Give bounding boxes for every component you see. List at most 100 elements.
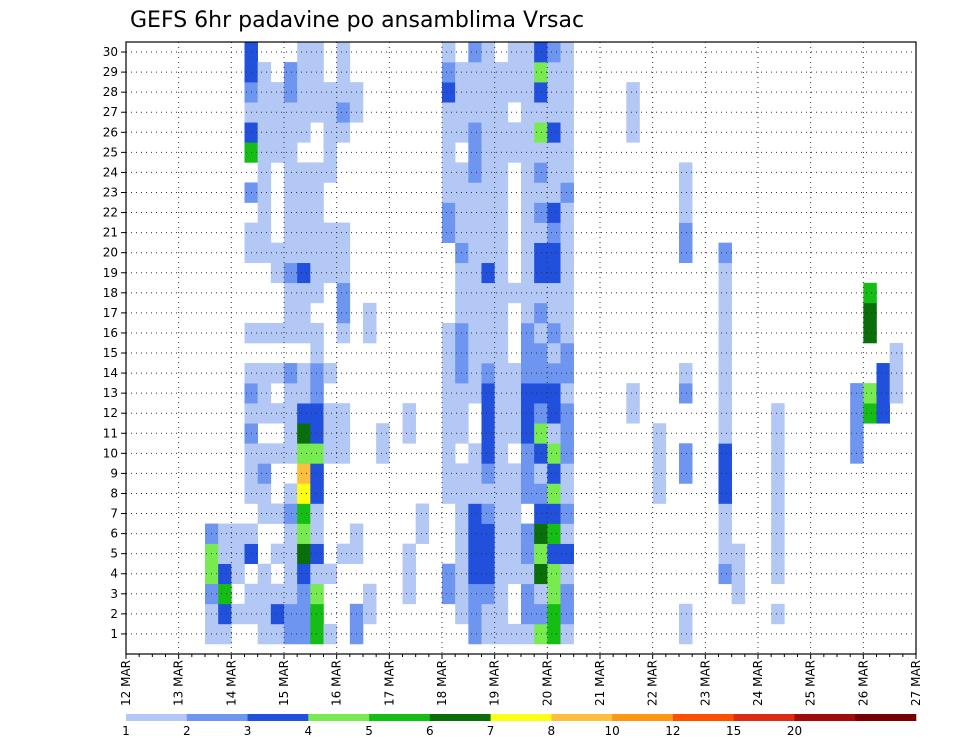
- heatmap-cell: [284, 262, 298, 284]
- heatmap-cell: [718, 423, 732, 444]
- heatmap-cell: [323, 423, 337, 444]
- heatmap-cell: [547, 342, 561, 364]
- legend-swatch: [733, 714, 795, 721]
- x-tick-label: 23 MAR: [698, 660, 712, 706]
- heatmap-cell: [257, 443, 272, 464]
- heatmap-cell: [297, 403, 311, 424]
- heatmap-cell: [297, 242, 311, 264]
- heatmap-cell: [481, 403, 495, 424]
- heatmap-cell: [270, 82, 285, 103]
- heatmap-cell: [560, 42, 574, 63]
- heatmap-cell: [534, 523, 548, 544]
- heatmap-cell: [442, 443, 456, 464]
- heatmap-cell: [547, 182, 561, 203]
- heatmap-cell: [507, 282, 522, 304]
- heatmap-cell: [336, 122, 351, 143]
- heatmap-cell: [507, 503, 522, 524]
- heatmap-cell: [468, 102, 482, 123]
- heatmap-cell: [876, 363, 890, 384]
- heatmap-cell: [547, 102, 561, 123]
- heatmap-cell: [560, 383, 574, 404]
- legend-swatch: [247, 714, 309, 721]
- heatmap-cell: [336, 322, 351, 344]
- y-tick-label: 25: [103, 145, 118, 159]
- heatmap-cell: [336, 62, 351, 83]
- heatmap-cell: [323, 242, 337, 264]
- heatmap-cell: [284, 142, 298, 163]
- heatmap-cell: [521, 202, 535, 223]
- heatmap-cell: [521, 242, 535, 264]
- heatmap-cell: [442, 342, 456, 364]
- heatmap-cell: [442, 202, 456, 223]
- heatmap-cell: [521, 623, 535, 645]
- chart-title: GEFS 6hr padavine po ansamblima Vrsac: [130, 8, 584, 33]
- heatmap-cell: [336, 242, 351, 264]
- heatmap-cell: [442, 62, 456, 83]
- heatmap-cell: [442, 563, 456, 585]
- heatmap-cell: [507, 423, 522, 444]
- heatmap-cell: [402, 563, 416, 585]
- heatmap-cell: [297, 222, 311, 243]
- heatmap-cell: [310, 242, 324, 264]
- heatmap-cell: [534, 463, 548, 484]
- heatmap-cell: [310, 483, 324, 504]
- heatmap-cell: [718, 443, 732, 464]
- heatmap-cell: [257, 623, 272, 645]
- heatmap-cell: [310, 463, 324, 484]
- heatmap-cell: [257, 222, 272, 243]
- heatmap-cell: [507, 383, 522, 404]
- heatmap-cell: [679, 623, 693, 645]
- heatmap-cell: [442, 42, 456, 63]
- heatmap-cell: [521, 62, 535, 83]
- heatmap-cell: [534, 202, 548, 223]
- heatmap-cell: [771, 543, 785, 565]
- legend-swatch: [612, 714, 674, 721]
- heatmap-cell: [468, 583, 482, 605]
- heatmap-cell: [547, 62, 561, 83]
- heatmap-cell: [376, 443, 390, 464]
- heatmap-cell: [481, 483, 495, 504]
- heatmap-cell: [481, 322, 495, 344]
- heatmap-cell: [547, 262, 561, 284]
- heatmap-cell: [284, 543, 298, 565]
- heatmap-cell: [521, 342, 535, 364]
- y-tick-label: 15: [103, 346, 118, 360]
- heatmap-cell: [297, 363, 311, 384]
- heatmap-cell: [270, 242, 285, 264]
- heatmap-cell: [442, 322, 456, 344]
- heatmap-cell: [560, 623, 574, 645]
- heatmap-cell: [718, 403, 732, 424]
- heatmap-cell: [547, 322, 561, 344]
- heatmap-cell: [284, 383, 298, 404]
- heatmap-cell: [402, 543, 416, 565]
- heatmap-cell: [284, 182, 298, 203]
- heatmap-cell: [534, 443, 548, 464]
- heatmap-cell: [534, 503, 548, 524]
- legend-swatch: [855, 714, 917, 721]
- heatmap-cell: [481, 42, 495, 63]
- heatmap-cell: [547, 423, 561, 444]
- heatmap-cell: [336, 543, 351, 565]
- heatmap-cell: [284, 282, 298, 304]
- heatmap-cell: [336, 222, 351, 243]
- heatmap-cell: [507, 463, 522, 484]
- heatmap-cell: [560, 162, 574, 183]
- heatmap-cell: [468, 262, 482, 284]
- heatmap-cell: [323, 363, 337, 384]
- heatmap-cell: [876, 383, 890, 404]
- heatmap-cell: [863, 322, 877, 344]
- heatmap-cell: [270, 543, 285, 565]
- legend-label: 8: [548, 724, 556, 738]
- heatmap-cell: [507, 142, 522, 163]
- heatmap-cell: [481, 523, 495, 544]
- heatmap-cell: [534, 322, 548, 344]
- y-tick-label: 26: [103, 125, 118, 139]
- y-tick-label: 10: [103, 446, 118, 460]
- heatmap-cell: [363, 603, 377, 625]
- heatmap-cell: [560, 322, 574, 344]
- y-tick-label: 8: [110, 486, 118, 500]
- heatmap-cell: [336, 102, 351, 123]
- heatmap-cell: [481, 262, 495, 284]
- heatmap-cell: [534, 222, 548, 243]
- heatmap-cell: [284, 623, 298, 645]
